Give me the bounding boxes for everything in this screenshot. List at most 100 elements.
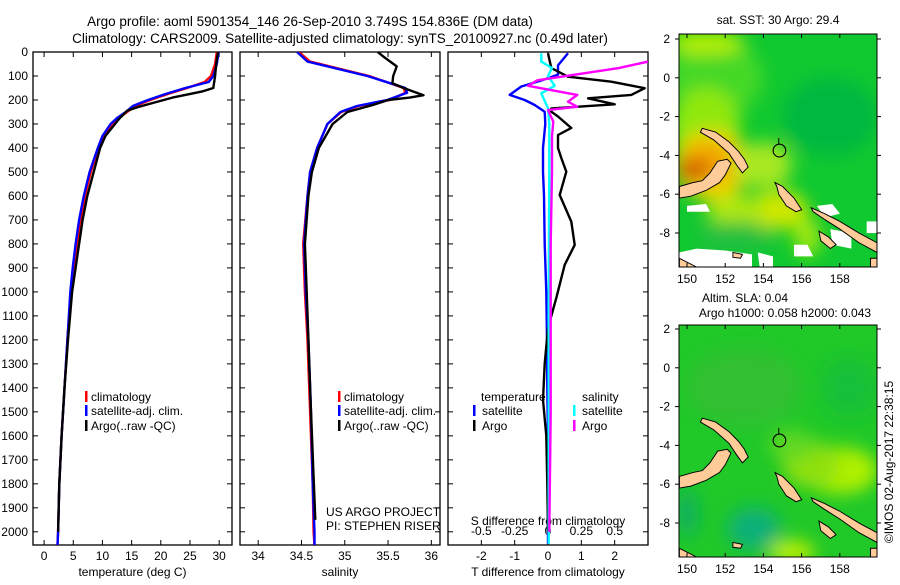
x-tick-label: 0 (545, 549, 552, 563)
lat-tick-label: -4 (659, 148, 670, 162)
lon-tick-label: 158 (830, 272, 850, 286)
project-label: US ARGO PROJECT (326, 505, 441, 519)
plot-frame (32, 51, 233, 546)
secondary-x-tick-label: 0.5 (606, 524, 623, 538)
series-line-salinity-argo (526, 60, 648, 532)
island (679, 448, 732, 489)
lon-tick-label: 152 (715, 272, 735, 286)
depth-tick-label: 0 (21, 45, 28, 59)
island (870, 257, 877, 267)
x-tick-label: 2 (611, 549, 618, 563)
sla-map-title1: Altim. SLA: 0.04 (702, 291, 788, 305)
secondary-x-tick-label: 0.25 (570, 524, 594, 538)
x-tick-label: -1 (509, 549, 520, 563)
legend-swatch-temp-argo (473, 420, 476, 431)
island (699, 417, 749, 464)
x-tick-label: 25 (183, 549, 197, 563)
depth-tick-label: 800 (8, 237, 28, 251)
depth-tick-label: 1600 (1, 429, 28, 443)
salinity-profile-panel: 34 34.5 35 35.5 36 salinity (239, 51, 441, 579)
credit-label: ©IMOS 02-Aug-2017 22:38:15 (882, 381, 896, 544)
legend-label-satellite: satellite-adj. clim. (91, 404, 183, 418)
difference-profile-panel: -2 -1 0 1 2 T difference from climatology -0.5… (447, 51, 649, 579)
argo-position-marker (772, 143, 787, 158)
island (818, 520, 837, 540)
secondary-x-tick-label: -0.5 (471, 524, 492, 538)
island (679, 158, 732, 199)
sla-map-frame (678, 324, 878, 558)
x-tick-label: 5 (70, 549, 77, 563)
legend-label-climatology: climatology (344, 390, 404, 404)
depth-tick-label: 1000 (1, 285, 28, 299)
x-tick-label: -2 (476, 549, 487, 563)
legend-label-sal-argo: Argo (582, 419, 608, 433)
legend-swatch-climatology (338, 391, 341, 402)
depth-tick-label: 1500 (1, 405, 28, 419)
sla-map (679, 325, 877, 557)
depth-tick-label: 900 (8, 261, 28, 275)
legend-swatch-satellite (85, 405, 88, 416)
lon-tick-label: 156 (792, 272, 812, 286)
figure-title-line1: Argo profile: aoml 5901354_146 26-Sep-20… (87, 14, 533, 29)
depth-tick-label: 1700 (1, 453, 28, 467)
land-masses (679, 417, 877, 557)
depth-tick-label: 100 (8, 69, 28, 83)
depth-tick-label: 500 (8, 165, 28, 179)
legend-title-salinity: salinity (582, 390, 619, 404)
legend-label-climatology: climatology (91, 390, 151, 404)
island (810, 496, 877, 543)
x-tick-label: 10 (96, 549, 110, 563)
depth-tick-label: 700 (8, 213, 28, 227)
island (732, 251, 744, 259)
legend-swatch-climatology (85, 391, 88, 402)
depth-tick-label: 1800 (1, 477, 28, 491)
legend-label-sal-satellite: satellite (582, 404, 623, 418)
series-line-salinity-satellite (540, 53, 556, 544)
depth-tick-label: 1300 (1, 357, 28, 371)
lon-tick-label: 156 (792, 562, 812, 576)
legend-title-temperature: temperature (481, 390, 546, 404)
lat-tick-label: -8 (659, 516, 670, 530)
legend-label-temp-argo: Argo (482, 419, 508, 433)
temperature-legend: climatology satellite-adj. clim. Argo(..… (85, 390, 183, 433)
island (870, 547, 877, 557)
x-axis-label: salinity (322, 565, 359, 579)
legend-swatch-sal-satellite (573, 405, 576, 416)
depth-tick-label: 1200 (1, 333, 28, 347)
lat-tick-label: -8 (659, 226, 670, 240)
difference-legend: temperature satellite Argo salinity sate… (473, 390, 623, 433)
x-tick-label: 1 (578, 549, 585, 563)
lat-tick-label: 0 (663, 361, 670, 375)
lon-tick-label: 154 (753, 272, 773, 286)
depth-tick-label: 300 (8, 117, 28, 131)
island (818, 230, 837, 250)
argo-position-marker (772, 433, 787, 448)
legend-label-argo: Argo(..raw -QC) (91, 419, 176, 433)
x-tick-label: 35.5 (376, 549, 400, 563)
pi-label: PI: STEPHEN RISER (326, 519, 441, 533)
series-line-temperature-satellite (508, 52, 569, 544)
lon-tick-label: 150 (677, 562, 697, 576)
sst-map-frame (678, 33, 878, 268)
series-lines (56, 52, 220, 545)
island (732, 541, 744, 549)
x-tick-label: 20 (154, 549, 168, 563)
sst-map (679, 34, 877, 267)
x-tick-label: 0 (41, 549, 48, 563)
legend-swatch-sal-argo (573, 420, 576, 431)
island (810, 206, 877, 253)
depth-tick-label: 1900 (1, 501, 28, 515)
depth-tick-label: 200 (8, 93, 28, 107)
series-line-temperature-argo (541, 52, 646, 532)
salinity-legend: climatology satellite-adj. clim. Argo(..… (338, 390, 436, 433)
x-tick-label: 34 (252, 549, 266, 563)
lon-tick-label: 158 (830, 562, 850, 576)
lat-tick-label: -6 (659, 187, 670, 201)
lat-tick-label: -4 (659, 438, 670, 452)
x-tick-label: 35 (338, 549, 352, 563)
depth-tick-label: 600 (8, 189, 28, 203)
island (773, 181, 803, 213)
legend-swatch-satellite (338, 405, 341, 416)
x-axis-label: T difference from climatology (471, 565, 625, 579)
lat-tick-label: 0 (663, 71, 670, 85)
